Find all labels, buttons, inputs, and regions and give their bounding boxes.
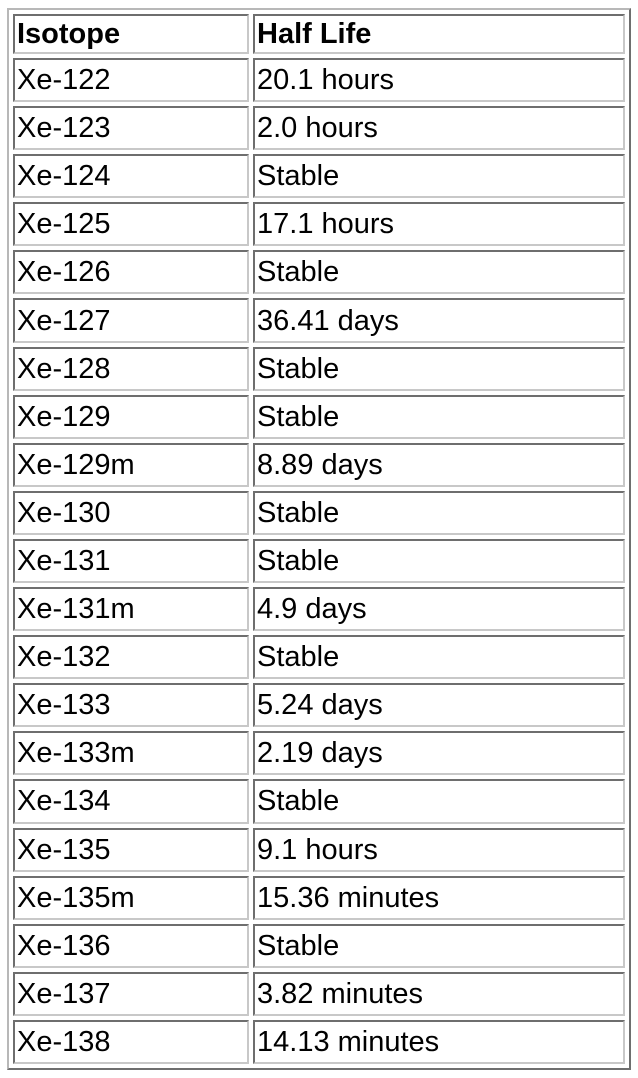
half-life-cell: 8.89 days	[253, 442, 625, 487]
isotope-cell: Xe-131	[13, 538, 249, 584]
half-life-cell: Stable	[253, 250, 625, 295]
table-row: Xe-123 2.0 hours	[13, 106, 625, 151]
half-life-cell: Stable	[253, 635, 625, 680]
half-life-cell: Stable	[253, 394, 625, 439]
table-row: Xe-124 Stable	[13, 154, 625, 199]
half-life-cell: Stable	[253, 490, 625, 535]
isotope-table-container: Isotope Half Life Xe-122 20.1 hours Xe-123…	[7, 8, 631, 1070]
half-life-cell: 36.41 days	[253, 298, 625, 343]
table-row: Xe-126 Stable	[13, 250, 625, 295]
table-row: Xe-130 Stable	[13, 490, 625, 535]
header-half-life: Half Life	[253, 14, 625, 54]
isotope-cell: Xe-130	[13, 490, 249, 535]
table-row: Xe-131 Stable	[13, 538, 625, 584]
isotope-cell: Xe-135m	[13, 875, 249, 920]
table-row: Xe-138 14.13 minutes	[13, 1019, 625, 1064]
table-row: Xe-133m 2.19 days	[13, 731, 625, 776]
isotope-half-life-table: Isotope Half Life Xe-122 20.1 hours Xe-123…	[9, 10, 629, 1068]
half-life-cell: 17.1 hours	[253, 202, 625, 247]
isotope-cell: Xe-125	[13, 202, 249, 247]
table-row: Xe-131m 4.9 days	[13, 587, 625, 632]
half-life-cell: 9.1 hours	[253, 827, 625, 872]
table-row: Xe-122 20.1 hours	[13, 58, 625, 103]
table-row: Xe-133 5.24 days	[13, 683, 625, 728]
isotope-cell: Xe-132	[13, 635, 249, 680]
half-life-cell: 2.0 hours	[253, 106, 625, 151]
isotope-cell: Xe-124	[13, 154, 249, 199]
half-life-cell: Stable	[253, 923, 625, 968]
isotope-cell: Xe-137	[13, 971, 249, 1016]
table-row: Xe-135m 15.36 minutes	[13, 875, 625, 920]
half-life-cell: 3.82 minutes	[253, 971, 625, 1016]
isotope-cell: Xe-127	[13, 298, 249, 343]
half-life-cell: Stable	[253, 779, 625, 824]
half-life-cell: 5.24 days	[253, 683, 625, 728]
isotope-cell: Xe-129m	[13, 442, 249, 487]
isotope-cell: Xe-138	[13, 1019, 249, 1064]
isotope-cell: Xe-129	[13, 394, 249, 439]
half-life-cell: 20.1 hours	[253, 58, 625, 103]
isotope-cell: Xe-126	[13, 250, 249, 295]
half-life-cell: Stable	[253, 346, 625, 391]
isotope-cell: Xe-131m	[13, 587, 249, 632]
isotope-cell: Xe-133	[13, 683, 249, 728]
half-life-cell: 4.9 days	[253, 587, 625, 632]
table-row: Xe-125 17.1 hours	[13, 202, 625, 247]
isotope-cell: Xe-136	[13, 923, 249, 968]
table-body: Xe-122 20.1 hours Xe-123 2.0 hours Xe-124 Sta…	[13, 58, 625, 1064]
isotope-cell: Xe-128	[13, 346, 249, 391]
isotope-cell: Xe-123	[13, 106, 249, 151]
table-row: Xe-135 9.1 hours	[13, 827, 625, 872]
half-life-cell: Stable	[253, 538, 625, 584]
table-row: Xe-134 Stable	[13, 779, 625, 824]
isotope-cell: Xe-134	[13, 779, 249, 824]
table-row: Xe-136 Stable	[13, 923, 625, 968]
table-row: Xe-132 Stable	[13, 635, 625, 680]
table-header-row: Isotope Half Life	[13, 14, 625, 54]
isotope-cell: Xe-135	[13, 827, 249, 872]
half-life-cell: 14.13 minutes	[253, 1019, 625, 1064]
table-row: Xe-127 36.41 days	[13, 298, 625, 343]
isotope-cell: Xe-122	[13, 58, 249, 103]
table-row: Xe-137 3.82 minutes	[13, 971, 625, 1016]
header-isotope: Isotope	[13, 14, 249, 54]
table-row: Xe-128 Stable	[13, 346, 625, 391]
table-row: Xe-129 Stable	[13, 394, 625, 439]
table-row: Xe-129m 8.89 days	[13, 442, 625, 487]
half-life-cell: 2.19 days	[253, 731, 625, 776]
half-life-cell: Stable	[253, 154, 625, 199]
isotope-cell: Xe-133m	[13, 731, 249, 776]
half-life-cell: 15.36 minutes	[253, 875, 625, 920]
